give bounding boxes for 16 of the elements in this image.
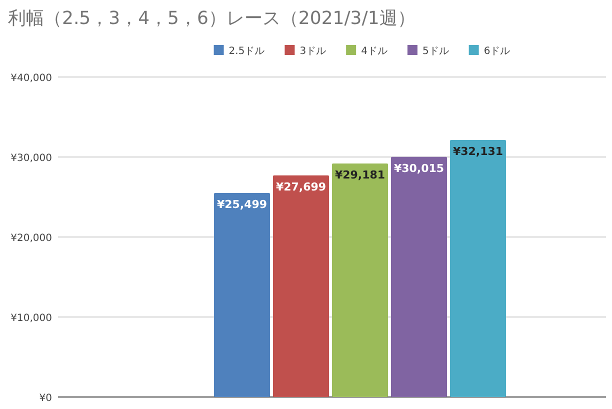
legend-label: 5ドル [422, 46, 449, 57]
data-label: ¥27,699 [276, 180, 326, 194]
legend-label: 3ドル [300, 46, 326, 57]
legend-label: 2.5ドル [228, 46, 265, 57]
data-label: ¥32,131 [452, 144, 504, 158]
legend-label: 4ドル [361, 46, 388, 57]
data-label: ¥25,499 [216, 198, 268, 212]
y-tick-label: ¥40,000 [10, 73, 52, 84]
data-label: ¥30,015 [394, 162, 444, 175]
legend-label: 6ドル [484, 46, 510, 57]
data-label: ¥29,181 [334, 168, 386, 182]
y-tick-label: ¥10,000 [10, 313, 52, 324]
chart-title: 利幅（2.5，3，4，5，6）レース（2021/3/1週） [8, 8, 416, 29]
y-tick-label: ¥0 [39, 393, 52, 404]
y-tick-label: ¥20,000 [10, 233, 52, 244]
y-tick-label: ¥30,000 [10, 153, 52, 164]
